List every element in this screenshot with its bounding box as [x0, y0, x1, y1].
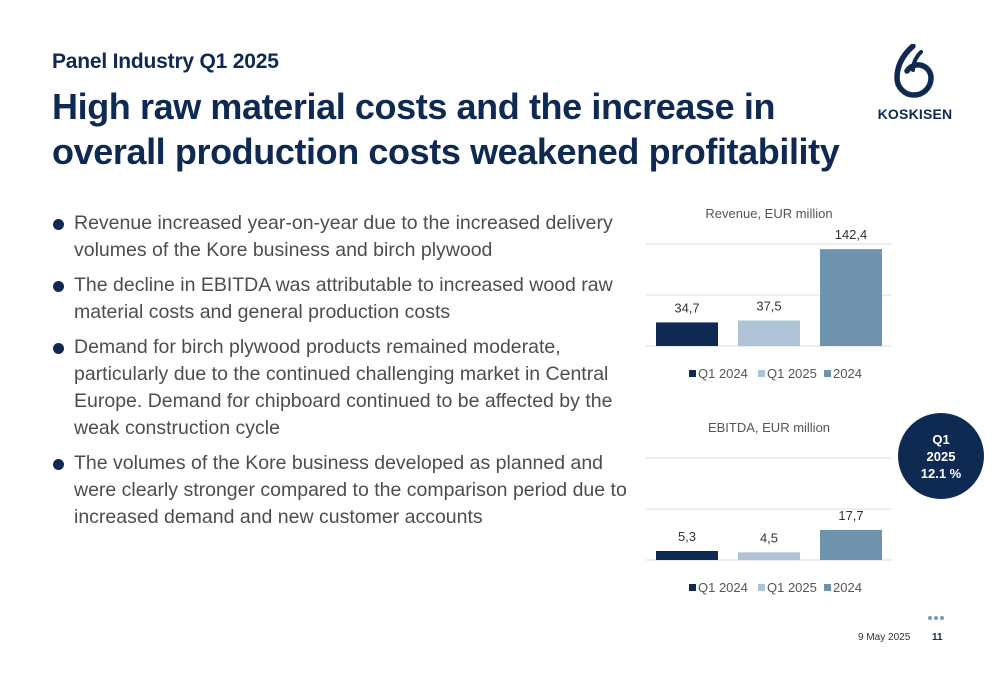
legend-swatch [758, 370, 765, 377]
bar-q1-2024 [656, 550, 718, 560]
bullet-dot-icon [53, 281, 64, 292]
ebitda-margin-badge: Q1 2025 12.1 % [898, 413, 984, 499]
chart-title: Revenue, EUR million [705, 206, 832, 221]
bullet-list: Revenue increased year-on-year due to th… [52, 210, 627, 539]
ebitda-chart: EBITDA, EUR million 5,3 4,5 17,7 Q1 2024 Q1 2… [640, 414, 920, 604]
bar-q1-2024 [656, 322, 718, 346]
bar-2024 [820, 529, 882, 560]
legend-label: Q1 2024 [698, 366, 748, 381]
bullet-item: The decline in EBITDA was attributable t… [52, 272, 627, 326]
bullet-dot-icon [53, 343, 64, 354]
bar-2024 [820, 249, 882, 346]
bullet-item: Demand for birch plywood products remain… [52, 334, 627, 442]
footer-date: 9 May 2025 [858, 632, 911, 643]
logo-wordmark: KOSKISEN [877, 106, 953, 122]
legend-swatch [689, 584, 696, 591]
legend-label: Q1 2025 [767, 366, 817, 381]
page-title: High raw material costs and the increase… [52, 86, 840, 172]
legend-swatch [824, 370, 831, 377]
bar-q1-2025 [738, 320, 800, 346]
bullet-text: Revenue increased year-on-year due to th… [74, 212, 613, 261]
legend-swatch [758, 584, 765, 591]
legend-label: Q1 2025 [767, 580, 817, 595]
company-logo: KOSKISEN [876, 44, 954, 134]
bullet-text: Demand for birch plywood products remain… [74, 336, 613, 439]
revenue-chart: Revenue, EUR million 34,7 37,5 142,4 Q1 2024… [640, 200, 920, 390]
data-label: 34,7 [674, 300, 699, 315]
legend-label: 2024 [833, 366, 862, 381]
legend-label: Q1 2024 [698, 580, 748, 595]
data-label: 37,5 [756, 299, 781, 314]
data-label: 4,5 [760, 530, 778, 545]
bullet-item: The volumes of the Kore business develop… [52, 450, 627, 531]
chart-title: EBITDA, EUR million [708, 420, 830, 435]
revenue-chart-svg: Revenue, EUR million 34,7 37,5 142,4 Q1 2024… [646, 206, 892, 381]
ebitda-chart-svg: EBITDA, EUR million 5,3 4,5 17,7 Q1 2024 Q1 2… [646, 420, 892, 595]
legend-swatch [689, 370, 696, 377]
data-label: 5,3 [678, 529, 696, 544]
bar-q1-2025 [738, 552, 800, 560]
ellipsis-icon [928, 616, 948, 620]
legend-swatch [824, 584, 831, 591]
badge-line-3: 12.1 % [920, 465, 962, 481]
legend-label: 2024 [833, 580, 862, 595]
section-subtitle: Panel Industry Q1 2025 [52, 50, 279, 73]
badge-line-1: Q1 [932, 431, 950, 447]
badge-line-2: 2025 [926, 448, 956, 464]
page-number: 11 [932, 632, 943, 643]
bullet-item: Revenue increased year-on-year due to th… [52, 210, 627, 264]
bullet-dot-icon [53, 219, 64, 230]
data-label: 17,7 [838, 508, 863, 523]
koskisen-logo-icon [894, 44, 934, 98]
bullet-dot-icon [53, 459, 64, 470]
bullet-text: The volumes of the Kore business develop… [74, 452, 627, 528]
bullet-text: The decline in EBITDA was attributable t… [74, 274, 613, 323]
data-label: 142,4 [835, 227, 868, 242]
